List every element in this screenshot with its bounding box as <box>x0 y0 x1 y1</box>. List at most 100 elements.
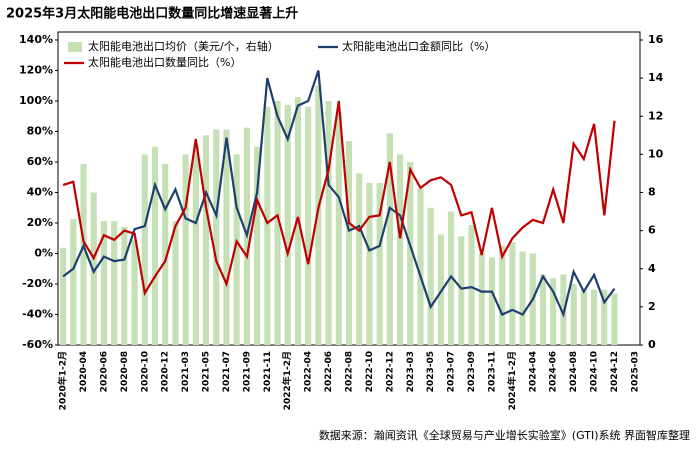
bar <box>202 135 210 345</box>
bar <box>254 146 261 345</box>
y2-tick-label: 14 <box>648 71 664 84</box>
y-tick-label: -40% <box>22 308 53 321</box>
bar <box>611 293 618 345</box>
x-tick-label: 2025-03 <box>630 351 640 392</box>
x-tick-label: 2020-06 <box>99 351 109 392</box>
x-tick-label: 2023-07 <box>447 351 457 392</box>
bar <box>407 162 414 345</box>
bar <box>60 247 67 345</box>
line <box>62 100 616 297</box>
bar <box>478 253 485 345</box>
x-tick-label: 2021-11 <box>263 351 273 392</box>
legend-swatch <box>68 42 82 52</box>
x-tick-label: 2024-06 <box>549 351 559 392</box>
bar <box>80 163 87 345</box>
y-tick-label: 60% <box>27 155 53 168</box>
y-tick-label: 140% <box>19 33 53 46</box>
bar <box>111 221 118 345</box>
bar <box>458 236 465 345</box>
x-tick-label: 2023-09 <box>467 351 477 392</box>
bar <box>305 106 312 345</box>
bar <box>141 154 148 345</box>
y2-tick-label: 16 <box>648 33 664 46</box>
x-tick-label: 2023-03 <box>406 351 416 392</box>
x-tick-label: 2024-12 <box>610 351 620 392</box>
bar <box>192 146 199 345</box>
bar <box>376 182 383 345</box>
bar <box>223 129 230 345</box>
x-tick-label: 2022-04 <box>304 351 314 392</box>
bar <box>70 219 77 345</box>
bar <box>488 257 496 345</box>
x-tick-label: 2021-09 <box>242 351 252 392</box>
y-tick-label: 120% <box>19 64 53 77</box>
x-tick-label: 2020-08 <box>120 351 130 392</box>
x-tick-label: 2023-11 <box>487 351 497 392</box>
bar <box>131 240 138 345</box>
bar <box>151 146 159 345</box>
bar <box>233 154 240 345</box>
bar <box>580 289 587 345</box>
bar <box>570 284 577 345</box>
legend-label: 太阳能电池出口数量同比（%） <box>88 55 241 69</box>
x-tick-label: 2022年1-2月 <box>281 351 293 410</box>
bar <box>509 242 516 345</box>
x-tick-label: 2023-05 <box>426 351 436 392</box>
y2-tick-label: 6 <box>648 224 656 237</box>
x-tick-label: 2020-04 <box>79 351 89 392</box>
bar <box>386 133 393 345</box>
x-tick-label: 2020年1-2月 <box>57 351 69 410</box>
x-tick-label: 2021-05 <box>202 351 212 392</box>
bar <box>356 173 363 345</box>
x-tick-label: 2022-12 <box>385 351 395 392</box>
bar <box>162 163 169 345</box>
x-tick-label: 2024年1-2月 <box>506 351 518 410</box>
bar <box>499 245 506 345</box>
bar <box>213 129 220 345</box>
x-tick-label: 2021-03 <box>181 351 191 392</box>
y2-tick-label: 8 <box>648 186 656 199</box>
bar <box>274 101 281 345</box>
bar <box>417 188 424 345</box>
bar <box>366 182 373 345</box>
bar <box>325 101 332 345</box>
bar <box>315 85 322 345</box>
bar <box>590 289 598 345</box>
bar <box>182 154 189 345</box>
x-tick-label: 2021-07 <box>222 351 232 392</box>
x-tick-label: 2020-10 <box>140 351 150 392</box>
line <box>62 70 616 318</box>
y-tick-label: 80% <box>27 125 53 138</box>
bar <box>121 226 128 345</box>
bar <box>345 141 353 345</box>
y-tick-label: 40% <box>27 186 53 199</box>
y2-tick-label: 12 <box>648 109 663 122</box>
x-tick-label: 2022-08 <box>345 351 355 392</box>
x-tick-label: 2024-04 <box>528 351 538 392</box>
bar <box>550 278 557 345</box>
y-tick-label: 100% <box>19 94 53 107</box>
x-tick-label: 2024-10 <box>590 351 600 392</box>
y2-tick-label: 2 <box>648 300 656 313</box>
x-tick-label: 2022-10 <box>365 351 375 392</box>
source-note: 数据来源：瀚闻资讯《全球贸易与产业增长实验室》(GTI)系统 界面智库整理 <box>319 428 690 442</box>
bar <box>90 192 97 345</box>
legend-label: 太阳能电池出口金额同比（%） <box>342 39 495 53</box>
y-tick-label: 20% <box>27 216 53 229</box>
x-tick-label: 2024-08 <box>569 351 579 392</box>
bar <box>601 289 608 345</box>
y2-tick-label: 10 <box>648 147 664 160</box>
y2-tick-label: 4 <box>648 262 656 275</box>
bar <box>335 112 342 345</box>
legend-label: 太阳能电池出口均价（美元/个，右轴） <box>88 39 279 53</box>
bar <box>427 207 434 345</box>
y2-tick-label: 0 <box>648 338 656 351</box>
bar <box>284 104 291 345</box>
bar <box>264 106 271 345</box>
chart-title: 2025年3月太阳能电池出口数量同比增速显著上升 <box>6 6 298 22</box>
x-tick-label: 2022-06 <box>324 351 334 392</box>
bar <box>519 251 526 345</box>
y-tick-label: -60% <box>22 338 53 351</box>
bar <box>396 154 404 345</box>
